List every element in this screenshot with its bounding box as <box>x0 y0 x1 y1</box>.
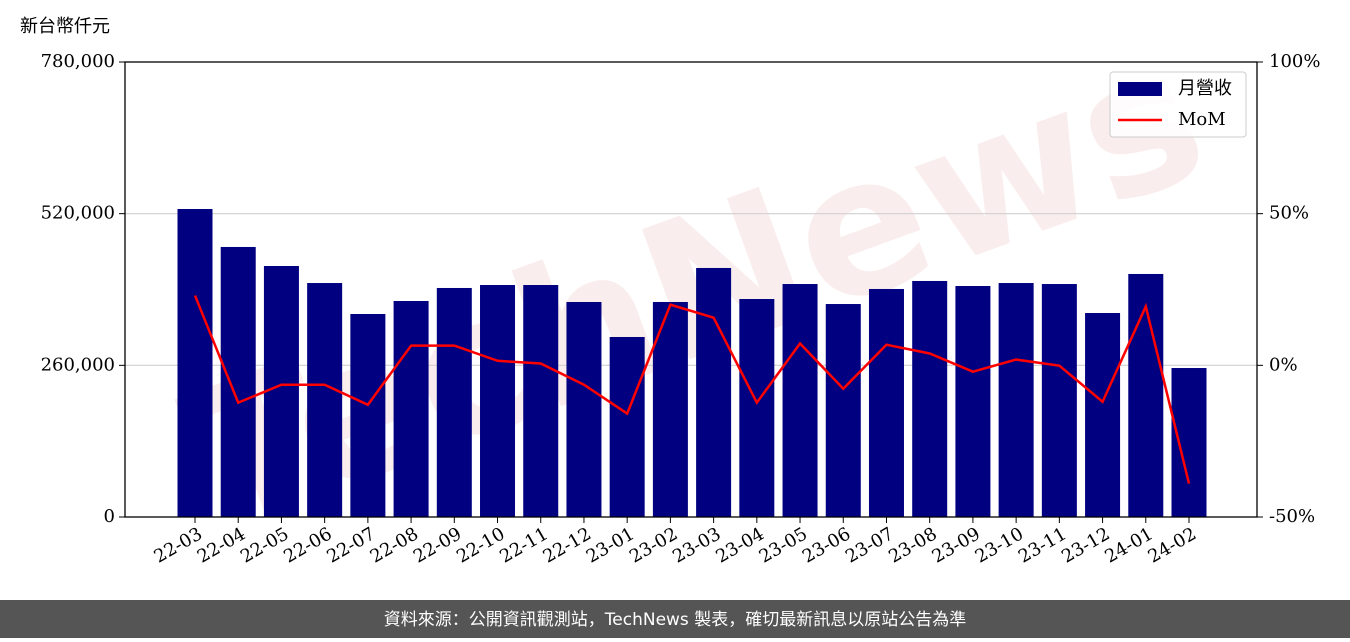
y-tick-label: 520,000 <box>41 203 115 224</box>
bar <box>566 301 602 517</box>
bar <box>739 299 775 517</box>
x-tick-label: 23-08 <box>885 523 940 567</box>
bar <box>350 314 386 517</box>
x-tick-label: 22-11 <box>496 523 551 567</box>
y-tick-label: 260,000 <box>41 354 115 375</box>
bar <box>1085 313 1121 517</box>
bar <box>523 285 559 517</box>
bar <box>1171 368 1207 517</box>
x-tick-label: 23-05 <box>756 523 811 567</box>
x-tick-label: 23-12 <box>1058 523 1113 567</box>
bar <box>782 284 818 517</box>
bar <box>177 209 213 517</box>
y2-tick-label: 0% <box>1269 354 1298 375</box>
bar <box>307 283 343 517</box>
bar <box>696 267 732 517</box>
y-tick-label: 780,000 <box>41 51 115 72</box>
plot-frame <box>124 61 1258 518</box>
legend-label: MoM <box>1178 109 1226 130</box>
bar <box>825 304 861 517</box>
x-tick-label: 24-02 <box>1145 523 1200 567</box>
bar <box>652 301 688 517</box>
x-tick-label: 22-08 <box>367 523 422 567</box>
x-tick-label: 23-11 <box>1015 523 1070 567</box>
y-axis-label: 新台幣仟元 <box>20 16 110 37</box>
x-tick-label: 22-12 <box>540 523 595 567</box>
bar <box>436 287 472 517</box>
x-tick-label: 23-06 <box>799 523 854 567</box>
bar <box>393 300 429 517</box>
bar <box>609 336 645 517</box>
bar <box>998 283 1034 517</box>
y-tick-label: 0 <box>104 506 115 527</box>
x-tick-label: 23-09 <box>928 523 983 567</box>
y2-tick-label: -50% <box>1269 506 1315 527</box>
footer-bar <box>0 600 1350 638</box>
x-tick-label: 23-03 <box>669 523 724 567</box>
legend-label: 月營收 <box>1178 78 1232 99</box>
x-tick-label: 24-01 <box>1101 523 1156 567</box>
x-tick-label: 23-01 <box>583 523 638 567</box>
footer: 資料來源：公開資訊觀測站，TechNews 製表，確切最新訊息以原站公告為準 <box>384 610 966 630</box>
x-tick-label: 23-02 <box>626 523 681 567</box>
bar <box>868 288 904 517</box>
bar <box>480 285 516 517</box>
x-tick-label: 23-07 <box>842 523 897 567</box>
y2-tick-label: 100% <box>1269 51 1320 72</box>
x-tick-label: 22-03 <box>151 523 206 567</box>
line <box>193 295 1191 484</box>
legend-swatch <box>1118 82 1162 96</box>
bar <box>955 286 991 517</box>
x-tick-label: 23-04 <box>712 523 767 567</box>
bar <box>263 265 299 517</box>
bar <box>912 280 948 517</box>
bar <box>1128 273 1164 517</box>
bar <box>1041 284 1077 517</box>
bar <box>220 246 256 517</box>
y2-tick-label: 50% <box>1269 203 1309 224</box>
x-tick-label: 22-10 <box>453 523 508 567</box>
x-tick-label: 23-10 <box>972 523 1027 567</box>
x-tick-label: 22-09 <box>410 523 465 567</box>
